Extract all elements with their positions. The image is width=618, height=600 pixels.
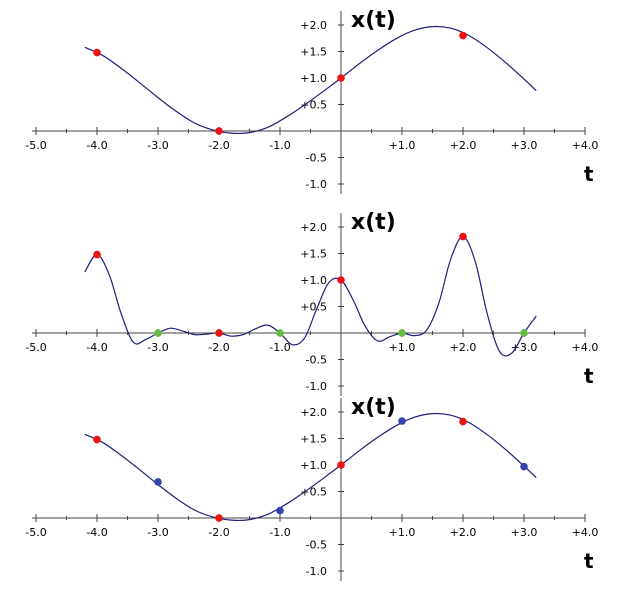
chart-panel-2: -5.0 -4.0 -3.0 -2.0 -1.0 +1.0 +2.0 +3.0 +4.0 +2.0… bbox=[25, 210, 598, 396]
series-line bbox=[84, 412, 537, 522]
x-axis-title: t bbox=[584, 162, 594, 186]
y-tick-label: +0.5 bbox=[300, 99, 327, 112]
x-tick-label: +2.0 bbox=[450, 341, 477, 354]
x-tick-label: -5.0 bbox=[25, 341, 46, 354]
x-tick-label: -5.0 bbox=[25, 139, 46, 152]
x-tick-label: -1.0 bbox=[269, 341, 290, 354]
sample-point bbox=[520, 329, 528, 337]
x-tick-label: -4.0 bbox=[86, 341, 107, 354]
x-tick-label: -5.0 bbox=[25, 526, 46, 539]
sample-point bbox=[459, 417, 467, 426]
sample-point bbox=[215, 329, 223, 337]
sample-point bbox=[93, 48, 101, 57]
y-tick-label: +1.5 bbox=[300, 46, 327, 59]
x-tick-label: -3.0 bbox=[147, 341, 168, 354]
sample-point bbox=[520, 462, 528, 471]
sample-point bbox=[276, 329, 284, 337]
y-axis-title: x(t) bbox=[351, 8, 396, 33]
sample-point bbox=[398, 329, 406, 337]
x-tick-label: -2.0 bbox=[208, 526, 229, 539]
y-tick-label: +1.0 bbox=[300, 274, 327, 287]
sample-point bbox=[93, 435, 101, 444]
y-tick-label: +2.0 bbox=[300, 221, 327, 234]
y-tick-label: -0.5 bbox=[306, 539, 327, 552]
sample-point bbox=[337, 74, 345, 82]
y-tick-label: -1.0 bbox=[306, 178, 327, 191]
x-axis-title: t bbox=[584, 549, 594, 573]
y-tick-label: +1.5 bbox=[300, 248, 327, 261]
x-tick-label: +3.0 bbox=[511, 341, 538, 354]
y-tick-label: +2.0 bbox=[300, 19, 327, 32]
x-tick-label: -4.0 bbox=[86, 139, 107, 152]
x-tick-label: +2.0 bbox=[450, 139, 477, 152]
x-tick-label: +2.0 bbox=[450, 526, 477, 539]
y-axis-title: x(t) bbox=[351, 395, 396, 420]
x-tick-label: -1.0 bbox=[269, 139, 290, 152]
chart-panel-3: -5.0 -4.0 -3.0 -2.0 -1.0 +1.0 +2.0 +3.0 +4.0 +2.0… bbox=[25, 395, 598, 581]
sample-point bbox=[337, 461, 345, 469]
sample-point bbox=[215, 514, 223, 522]
x-tick-label: +3.0 bbox=[511, 526, 538, 539]
x-tick-label: +1.0 bbox=[389, 139, 416, 152]
sample-point bbox=[93, 250, 101, 259]
x-tick-label: -2.0 bbox=[208, 139, 229, 152]
sample-point bbox=[398, 417, 406, 425]
y-tick-label: +2.0 bbox=[300, 406, 327, 419]
series-line bbox=[84, 25, 537, 135]
y-tick-label: -0.5 bbox=[306, 354, 327, 367]
x-tick-label: -3.0 bbox=[147, 526, 168, 539]
y-tick-label: +1.0 bbox=[300, 459, 327, 472]
y-tick-label: +0.5 bbox=[300, 486, 327, 499]
sample-point bbox=[215, 127, 223, 135]
x-tick-label: +4.0 bbox=[572, 139, 599, 152]
x-tick-label: +1.0 bbox=[389, 341, 416, 354]
x-tick-label: -4.0 bbox=[86, 526, 107, 539]
x-tick-label: +4.0 bbox=[572, 341, 599, 354]
x-tick-label: +4.0 bbox=[572, 526, 599, 539]
x-axis-title: t bbox=[584, 364, 594, 388]
y-tick-label: +1.5 bbox=[300, 433, 327, 446]
chart-panel-1: -5.0 -4.0 -3.0 -2.0 -1.0 +1.0 +2.0 +3.0 +4.0 +2.0… bbox=[25, 8, 598, 194]
y-tick-label: +1.0 bbox=[300, 72, 327, 85]
sample-point bbox=[154, 478, 162, 486]
y-tick-label: -0.5 bbox=[306, 152, 327, 165]
x-tick-label: +3.0 bbox=[511, 139, 538, 152]
x-tick-label: +1.0 bbox=[389, 526, 416, 539]
y-tick-label: -1.0 bbox=[306, 565, 327, 578]
x-tick-label: -2.0 bbox=[208, 341, 229, 354]
sample-point bbox=[276, 506, 284, 515]
x-tick-label: -3.0 bbox=[147, 139, 168, 152]
y-axis-title: x(t) bbox=[351, 210, 396, 235]
y-tick-label: -1.0 bbox=[306, 380, 327, 393]
sample-point bbox=[154, 329, 162, 337]
sample-point bbox=[459, 232, 467, 241]
sample-point bbox=[337, 276, 345, 284]
x-tick-label: -1.0 bbox=[269, 526, 290, 539]
y-tick-label: +0.5 bbox=[300, 301, 327, 314]
sample-point bbox=[459, 31, 467, 40]
